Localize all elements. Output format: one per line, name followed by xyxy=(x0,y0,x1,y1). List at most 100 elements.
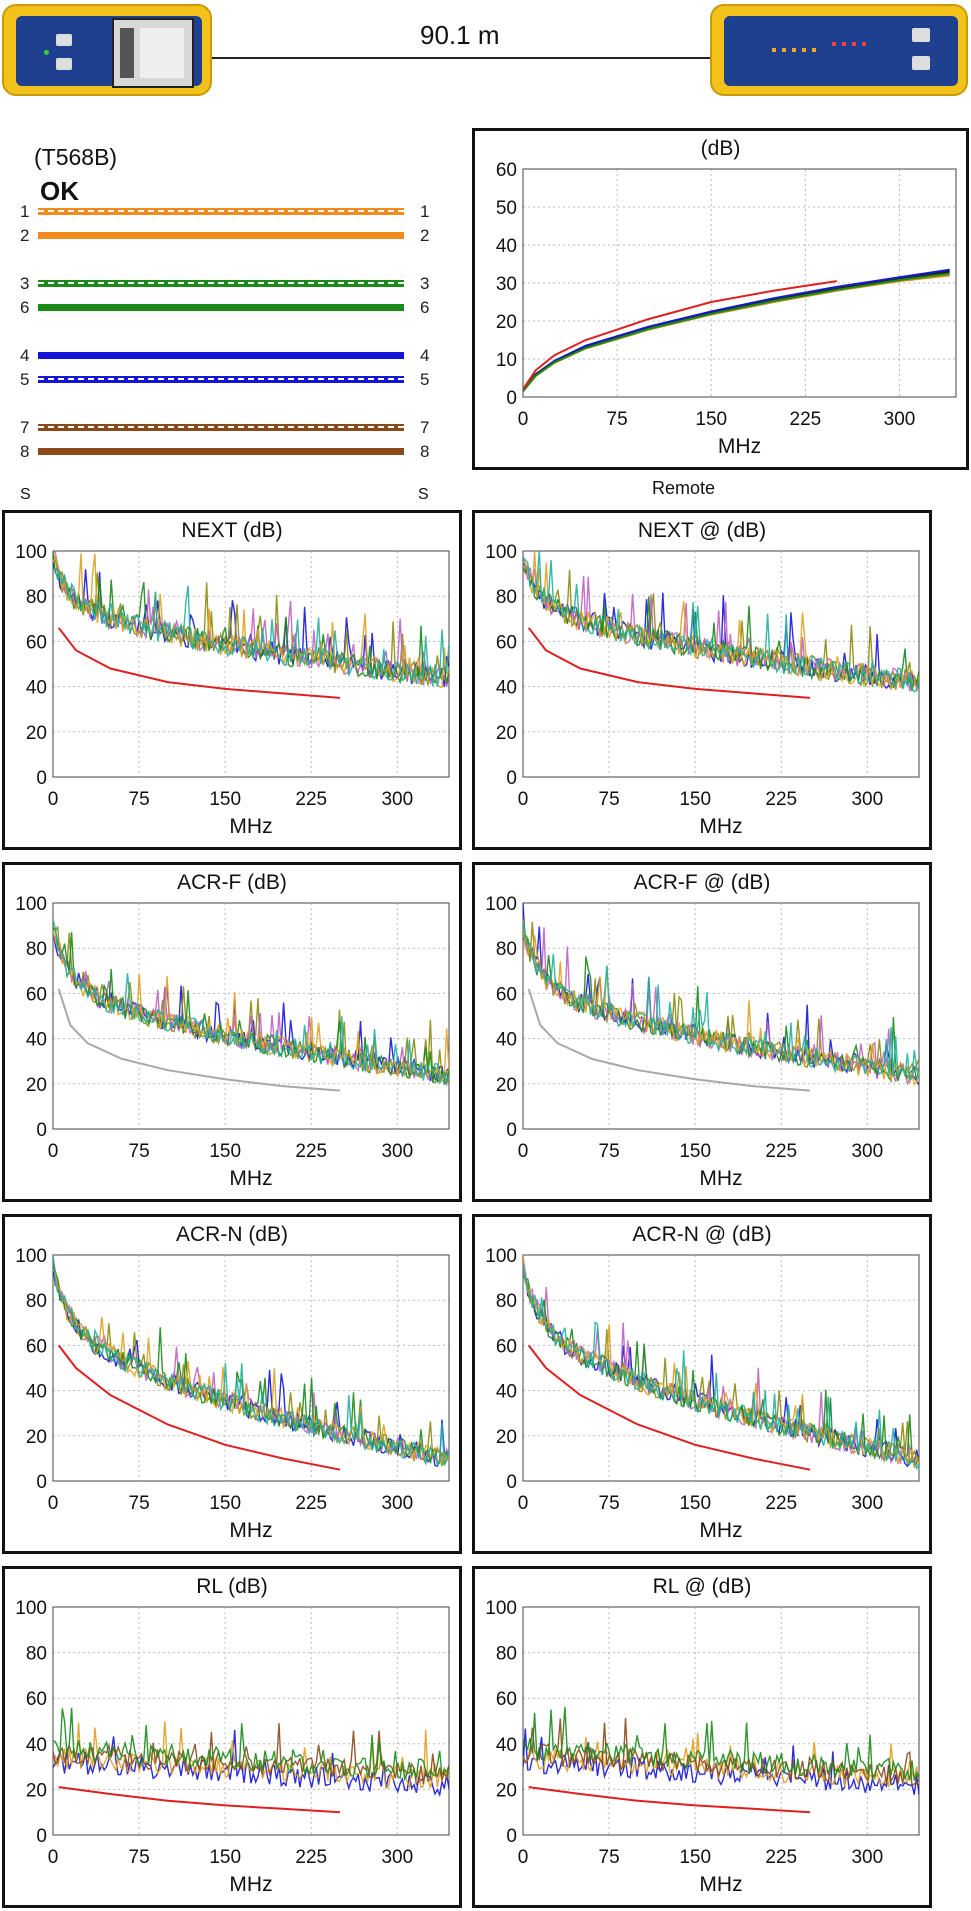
acr-f-xtick-label: 225 xyxy=(295,1141,327,1162)
insertion-loss-series-0 xyxy=(523,268,950,392)
acr-n-xtick-label: 75 xyxy=(129,1493,150,1514)
rl-remote-chart: RL @ (dB) 0 20 40 60 80 100 0 75 150 225 300 MHz xyxy=(472,1566,932,1908)
rl-xtick-label: 300 xyxy=(381,1847,413,1868)
acr-n-ytick-label: 60 xyxy=(26,1336,47,1357)
next-remote-series-group xyxy=(523,551,919,699)
acr-f-ytick-label: 40 xyxy=(26,1030,47,1051)
rl-remote-xtick-label: 300 xyxy=(851,1847,883,1868)
acr-f-remote-title: ACR-F @ (dB) xyxy=(633,871,771,894)
rl-remote-ytick-label: 100 xyxy=(485,1598,517,1619)
acr-n-ytick-label: 100 xyxy=(15,1246,47,1267)
next-remote-ytick-label: 80 xyxy=(496,587,517,608)
cable-length: 90.1 m xyxy=(420,20,500,50)
acr-n-xlabel: MHz xyxy=(229,1519,272,1542)
acr-n-remote-title: ACR-N @ (dB) xyxy=(632,1223,772,1246)
next-trace-5 xyxy=(53,567,449,687)
acr-f-ytick-label: 0 xyxy=(36,1120,47,1141)
rl-trace-2 xyxy=(53,1723,449,1786)
rl-remote-xtick-label: 0 xyxy=(518,1847,529,1868)
insertion-loss-ytick-label: 30 xyxy=(496,274,517,295)
acr-f-remote-ytick-label: 20 xyxy=(496,1075,517,1096)
next-series-group xyxy=(53,551,449,699)
wire-pin-left-5: 5 xyxy=(20,370,30,389)
acr-f-xlabel: MHz xyxy=(229,1167,272,1190)
insertion-loss-plot: 0 10 20 30 40 50 60 0 75 150 225 300 MHz xyxy=(496,160,957,458)
next-chart: NEXT (dB) 0 20 40 60 80 100 0 75 150 225 300 MHz xyxy=(2,510,462,850)
next-xtick-label: 225 xyxy=(295,789,327,810)
rl-remote-xtick-label: 150 xyxy=(679,1847,711,1868)
rl-ytick-label: 40 xyxy=(26,1735,47,1756)
rl-remote-xlabel: MHz xyxy=(699,1873,742,1896)
insertion-loss-xtick-label: 150 xyxy=(695,409,727,430)
acr-n-xtick-label: 0 xyxy=(48,1493,59,1514)
acr-f-remote-trace-5 xyxy=(523,922,919,1082)
rl-remote-trace-3 xyxy=(523,1707,919,1782)
rl-chart: RL (dB) 0 20 40 60 80 100 0 75 150 225 300 MHz xyxy=(2,1566,462,1908)
rl-remote-ytick-label: 80 xyxy=(496,1644,517,1665)
acr-f-xtick-label: 0 xyxy=(48,1141,59,1162)
acr-f-trace-5 xyxy=(53,919,449,1085)
rl-ytick-label: 20 xyxy=(26,1780,47,1801)
wire-pin-right-5: 5 xyxy=(420,370,430,389)
rl-remote-series-group xyxy=(523,1707,919,1814)
rl-xlabel: MHz xyxy=(229,1873,272,1896)
next-remote-xlabel: MHz xyxy=(699,815,742,838)
insertion-loss-xtick-label: 300 xyxy=(884,409,916,430)
next-ytick-label: 80 xyxy=(26,587,47,608)
wire-pin-right-3: 3 xyxy=(420,274,430,293)
acr-f-remote-chart: ACR-F @ (dB) 0 20 40 60 80 100 0 75 150 225 300 MHz xyxy=(472,862,932,1202)
rl-ytick-label: 100 xyxy=(15,1598,47,1619)
insertion-loss-ytick-label: 40 xyxy=(496,236,517,257)
acr-n-limit-line xyxy=(57,1344,341,1471)
next-remote-ytick-label: 100 xyxy=(485,542,517,563)
rl-series-group xyxy=(53,1707,449,1814)
wiremap-standard: (T568B) xyxy=(34,144,118,170)
acr-n-xtick-label: 225 xyxy=(295,1493,327,1514)
insertion-loss-xtick-label: 75 xyxy=(607,409,628,430)
next-remote-ytick-label: 20 xyxy=(496,723,517,744)
rl-xtick-label: 75 xyxy=(129,1847,150,1868)
wire-5 xyxy=(38,376,404,383)
acr-n-remote-xlabel: MHz xyxy=(699,1519,742,1542)
next-remote-chart: NEXT @ (dB) 0 20 40 60 80 100 0 75 150 225 300 MHz xyxy=(472,510,932,850)
insertion-loss-series-2 xyxy=(523,274,950,392)
next-remote-ytick-label: 0 xyxy=(506,768,517,789)
next-remote-trace-5 xyxy=(523,551,919,693)
rl-xtick-label: 150 xyxy=(209,1847,241,1868)
insertion-loss-ytick-label: 0 xyxy=(506,388,517,409)
acr-n-title: ACR-N (dB) xyxy=(175,1223,288,1246)
next-remote-xtick-label: 300 xyxy=(851,789,883,810)
acr-n-remote-xtick-label: 0 xyxy=(518,1493,529,1514)
acr-n-series-group xyxy=(53,1255,449,1471)
rl-remote-limit-line xyxy=(528,1786,811,1814)
wire-pin-left-1: 1 xyxy=(20,202,30,221)
next-remote-xtick-label: 75 xyxy=(599,789,620,810)
acr-f-title: ACR-F (dB) xyxy=(177,871,287,894)
next-ytick-label: 20 xyxy=(26,723,47,744)
acr-n-remote-xtick-label: 225 xyxy=(765,1493,797,1514)
insertion-loss-plot-frame xyxy=(522,168,957,398)
insertion-loss-chart: (dB) 0 10 20 30 40 50 60 0 75 150 225 300 MHz xyxy=(472,128,969,470)
acr-n-remote-ytick-label: 40 xyxy=(496,1382,517,1403)
insertion-loss-title: (dB) xyxy=(700,137,741,160)
acr-n-trace-3 xyxy=(53,1263,449,1468)
acr-n-remote-ytick-label: 80 xyxy=(496,1291,517,1312)
wire-pin-right-4: 4 xyxy=(420,346,430,365)
rl-xtick-label: 0 xyxy=(48,1847,59,1868)
rl-remote-ytick-label: 40 xyxy=(496,1735,517,1756)
acr-n-remote-plot-frame xyxy=(522,1254,920,1482)
insertion-loss-limit-line xyxy=(523,280,837,390)
rl-ytick-label: 0 xyxy=(36,1826,47,1847)
acr-n-remote-xtick-label: 300 xyxy=(851,1493,883,1514)
next-xtick-label: 0 xyxy=(48,789,59,810)
insertion-loss-ytick-label: 20 xyxy=(496,312,517,333)
wire-pin-left-2: 2 xyxy=(20,226,30,245)
acr-n-remote-limit-line xyxy=(527,1344,811,1471)
acr-n-trace-5 xyxy=(53,1255,449,1468)
next-ytick-label: 40 xyxy=(26,678,47,699)
next-remote-plot-frame xyxy=(522,550,920,778)
acr-n-remote-trace-5 xyxy=(523,1264,919,1471)
acr-n-xtick-label: 300 xyxy=(381,1493,413,1514)
next-remote-plot: 0 20 40 60 80 100 0 75 150 225 300 MHz xyxy=(485,542,920,838)
wire-7 xyxy=(38,424,404,431)
